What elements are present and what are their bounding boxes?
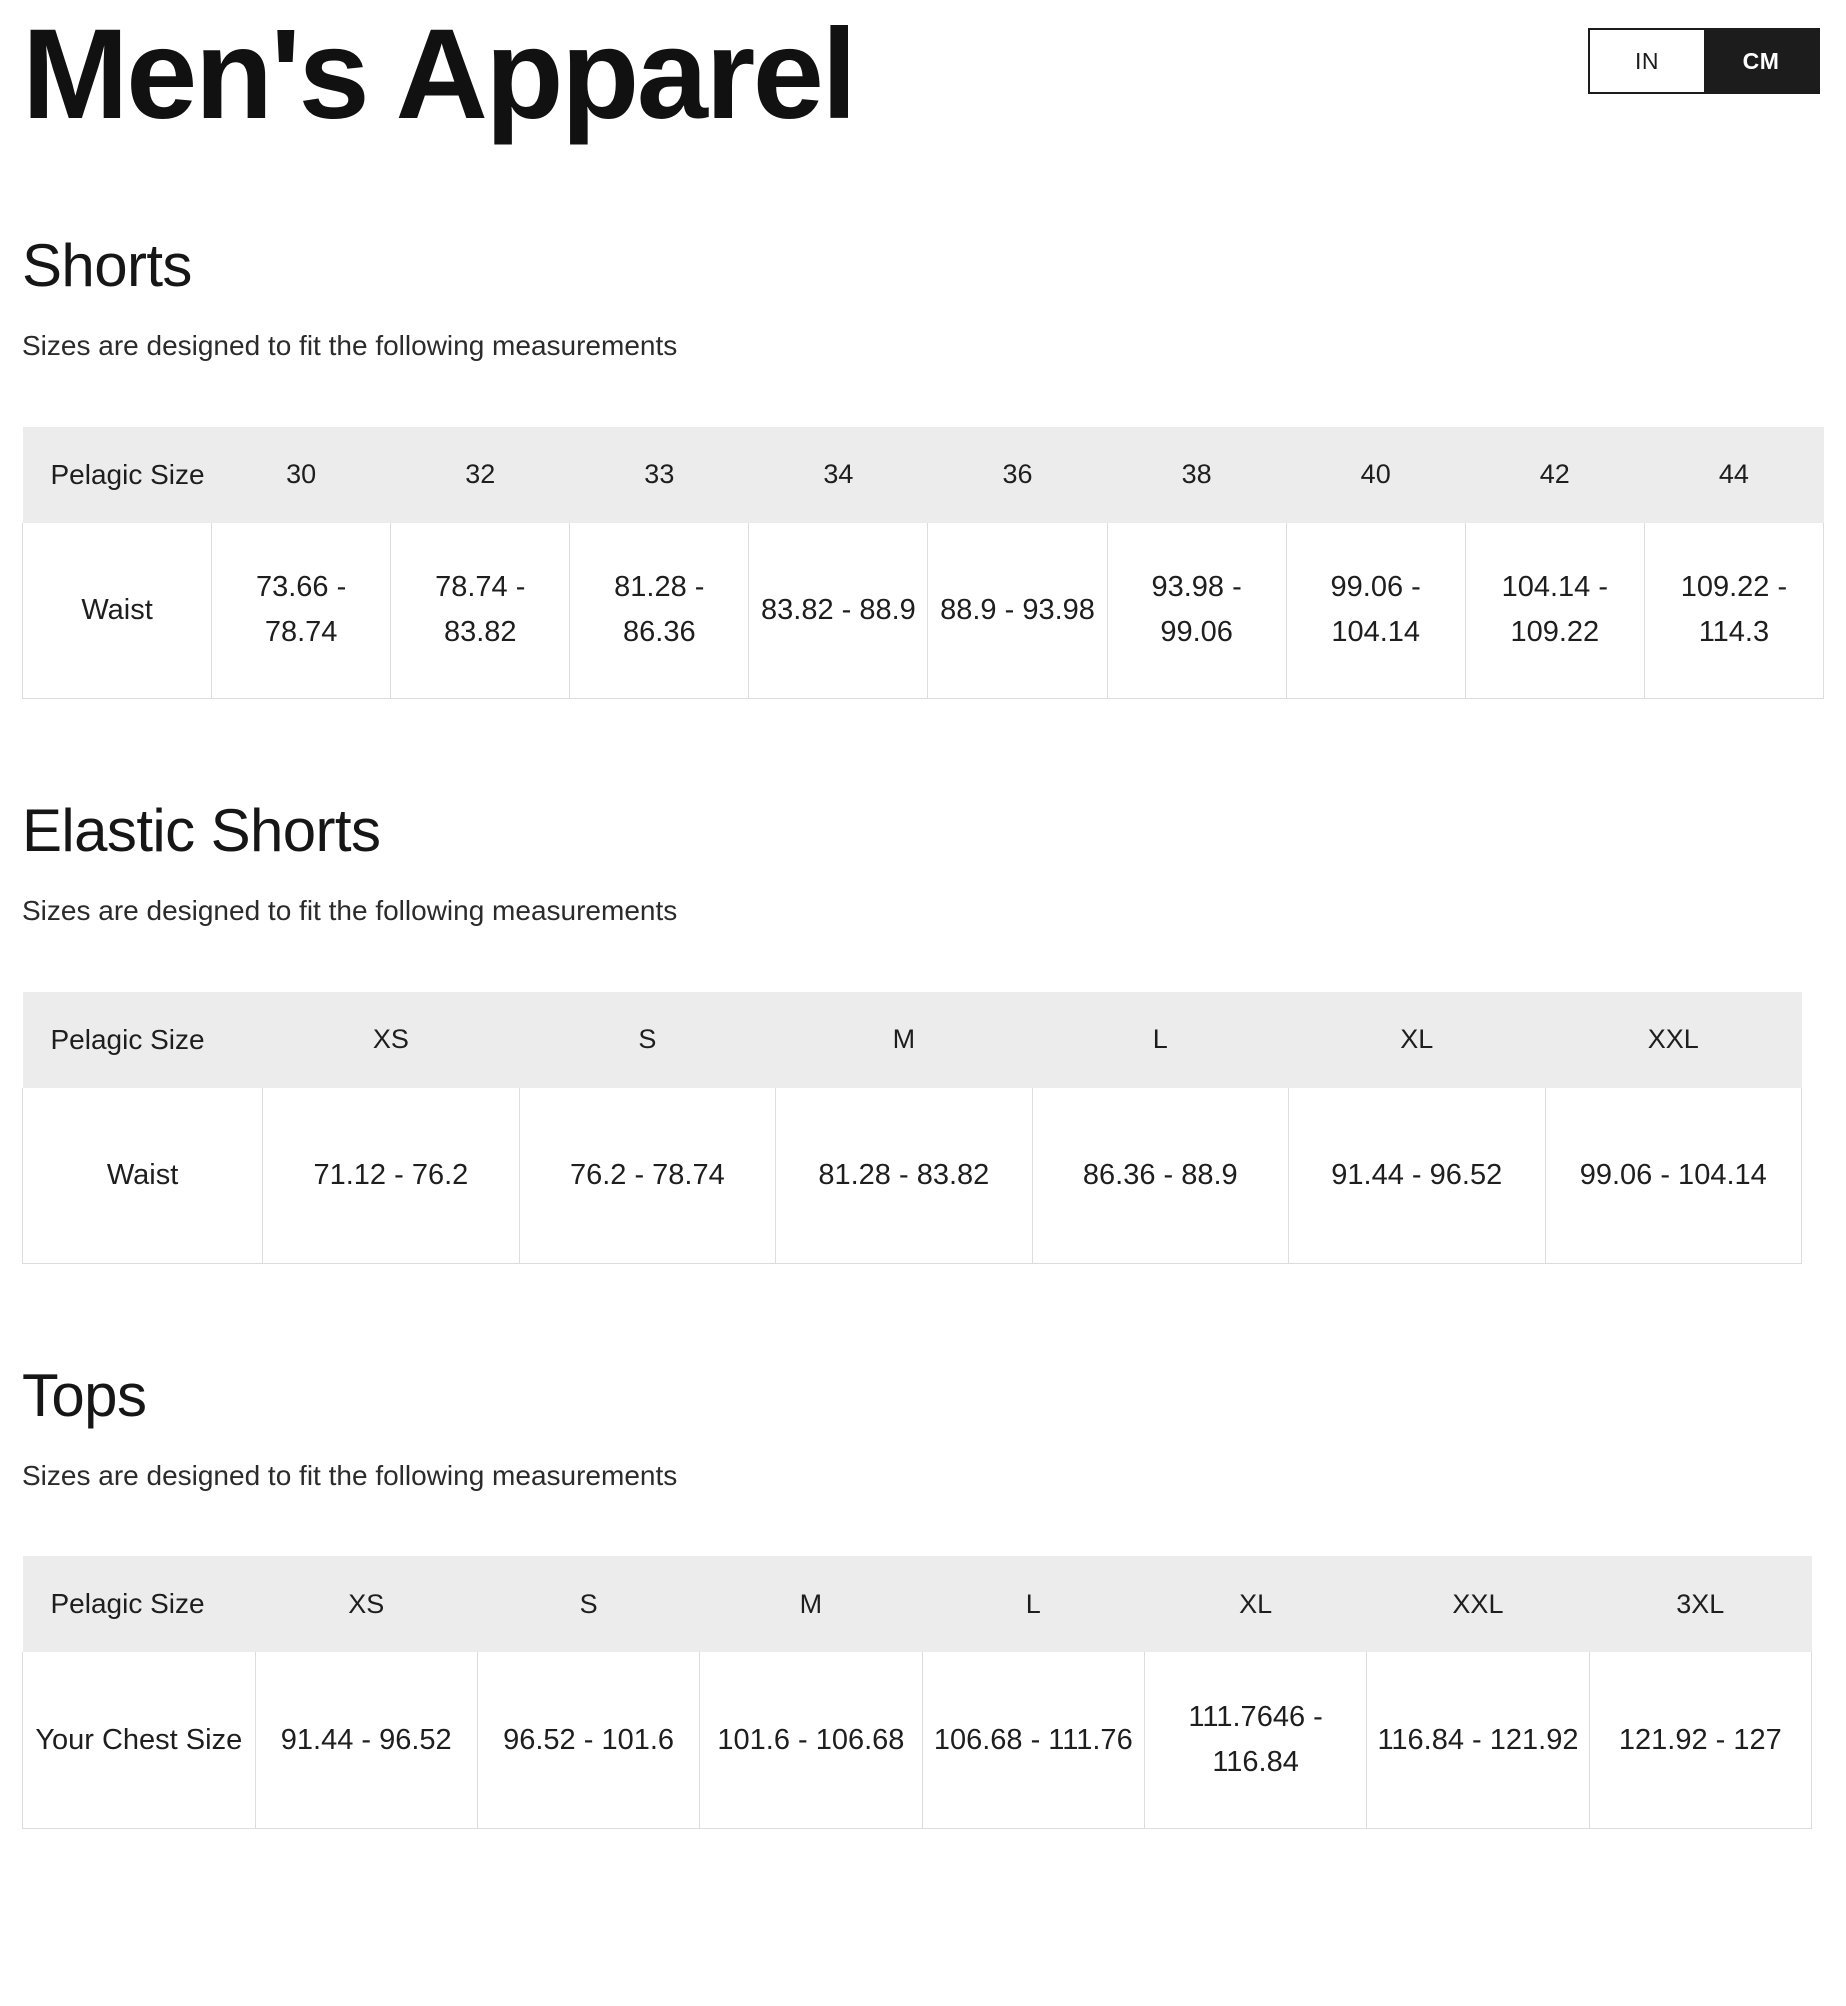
measurement-cell: 73.66 - 78.74 (211, 522, 392, 700)
section-subtitle: Sizes are designed to fit the following … (22, 330, 678, 362)
size-table-shorts: Pelagic Size 30 32 33 34 36 38 40 42 44 Waist 73.66… (21, 426, 1825, 700)
table-row: Waist 71.12 - 76.2 76.2 - 78.74 81.28 - 83.… (21, 1087, 1802, 1265)
measurement-cell: 81.28 - 83.82 (775, 1087, 1033, 1265)
measurement-cell: 91.44 - 96.52 (1288, 1087, 1546, 1265)
column-header-size: 40 (1286, 426, 1466, 523)
column-header-size: 38 (1107, 426, 1287, 523)
measurement-cell: 121.92 - 127 (1589, 1652, 1813, 1829)
measurement-cell: 93.98 - 99.06 (1107, 522, 1287, 700)
table-row: Your Chest Size 91.44 - 96.52 96.52 - 101.… (22, 1652, 1813, 1829)
unit-toggle-option-in[interactable]: IN (1590, 30, 1704, 92)
size-chart-page: IN CM Men's Apparel Shorts Sizes are desi… (0, 3, 1846, 1869)
row-label: Waist (21, 1087, 264, 1265)
sections-container: Shorts Sizes are designed to fit the foll… (21, 144, 1825, 1829)
column-header-size: XL (1144, 1556, 1367, 1653)
section-spacer (22, 1264, 1824, 1360)
measurement-cell: 88.9 - 93.98 (927, 522, 1108, 700)
measurement-cell: 106.68 - 111.76 (922, 1652, 1145, 1829)
column-header-row-label: Pelagic Size (22, 426, 212, 523)
measurement-cell: 83.82 - 88.9 (748, 522, 929, 700)
measurement-cell: 78.74 - 83.82 (390, 522, 571, 700)
column-header-size: 32 (390, 426, 570, 523)
column-header-size: 33 (569, 426, 749, 523)
measurement-cell: 71.12 - 76.2 (262, 1087, 520, 1265)
section-subtitle: Sizes are designed to fit the following … (22, 895, 678, 927)
column-header-size: 44 (1644, 426, 1824, 523)
measurement-cell: 81.28 - 86.36 (569, 522, 750, 700)
column-header-size: XXL (1366, 1556, 1590, 1653)
size-table-elastic-shorts: Pelagic Size XS S M L XL XXL Waist 71.12 - 76.2 7… (21, 991, 1802, 1265)
table-header-row: Pelagic Size XS S M L XL XXL (22, 991, 1802, 1088)
column-header-size: S (519, 991, 776, 1088)
row-label: Your Chest Size (22, 1652, 256, 1829)
column-header-row-label: Pelagic Size (22, 991, 263, 1088)
section-subtitle: Sizes are designed to fit the following … (22, 1460, 678, 1492)
measurement-cell: 86.36 - 88.9 (1032, 1087, 1290, 1265)
column-header-row-label: Pelagic Size (22, 1556, 256, 1653)
section-spacer (22, 144, 1824, 230)
column-header-size: L (922, 1556, 1145, 1653)
measurement-cell: 101.6 - 106.68 (699, 1652, 923, 1829)
measurement-cell: 91.44 - 96.52 (255, 1652, 478, 1829)
page-title: Men's Apparel (22, 3, 857, 146)
row-label: Waist (21, 522, 213, 700)
section-spacer (22, 699, 1824, 795)
section-title: Shorts (22, 232, 192, 300)
measurement-cell: 96.52 - 101.6 (477, 1652, 701, 1829)
column-header-size: 36 (927, 426, 1108, 523)
table-row: Waist 73.66 - 78.74 78.74 - 83.82 81.28 - 8… (21, 522, 1825, 700)
column-header-size: L (1032, 991, 1289, 1088)
column-header-size: M (775, 991, 1033, 1088)
measurement-cell: 104.14 - 109.22 (1465, 522, 1645, 700)
unit-toggle[interactable]: IN CM (1588, 28, 1820, 94)
table-header-row: Pelagic Size 30 32 33 34 36 38 40 42 44 (22, 426, 1824, 523)
section-elastic-shorts: Elastic Shorts Sizes are designed to fit … (21, 699, 1824, 1265)
column-header-size: XS (262, 991, 520, 1088)
table-header-row: Pelagic Size XS S M L XL XXL 3XL (22, 1556, 1812, 1653)
unit-toggle-option-cm[interactable]: CM (1704, 30, 1818, 92)
column-header-size: 30 (211, 426, 391, 523)
section-tops: Tops Sizes are designed to fit the follow… (22, 1264, 1824, 1829)
measurement-cell: 99.06 - 104.14 (1286, 522, 1466, 700)
column-header-size: 3XL (1589, 1556, 1812, 1653)
measurement-cell: 76.2 - 78.74 (519, 1087, 777, 1265)
column-header-size: XXL (1545, 991, 1802, 1088)
size-table-tops: Pelagic Size XS S M L XL XXL 3XL Your Chest Size… (22, 1556, 1813, 1829)
section-title: Tops (22, 1362, 147, 1430)
measurement-cell: 109.22 - 114.3 (1644, 522, 1825, 700)
column-header-size: XS (255, 1556, 478, 1653)
column-header-size: 34 (748, 426, 928, 523)
measurement-cell: 116.84 - 121.92 (1366, 1652, 1590, 1829)
column-header-size: M (699, 1556, 923, 1653)
section-title: Elastic Shorts (22, 797, 381, 865)
measurement-cell: 111.7646 - 116.84 (1144, 1652, 1368, 1829)
column-header-size: 42 (1465, 426, 1645, 523)
section-shorts: Shorts Sizes are designed to fit the foll… (21, 144, 1825, 700)
column-header-size: XL (1288, 991, 1545, 1088)
column-header-size: S (477, 1556, 700, 1653)
measurement-cell: 99.06 - 104.14 (1545, 1087, 1802, 1265)
